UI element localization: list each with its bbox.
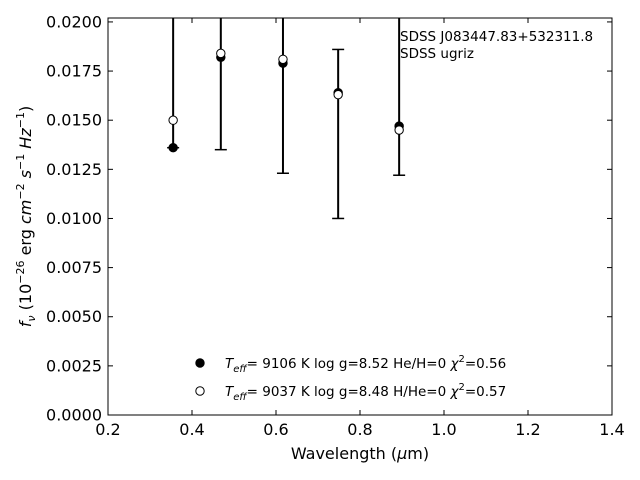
legend-label: Teff= 9037 K log g=8.48 H/He=0 χ2=0.57 [225,382,506,403]
legend-marker [195,358,205,368]
y-tick-label: 0.0150 [46,111,102,130]
annotation-1: SDSS ugriz [400,46,474,62]
y-tick-label: 0.0025 [46,356,102,375]
open-point [394,125,404,135]
x-tick-label: 1.4 [599,420,624,439]
y-tick-label: 0.0000 [46,406,102,425]
annotation-0: SDSS J083447.83+532311.8 [400,29,593,45]
filled-point [168,143,178,153]
y-tick-label: 0.0100 [46,209,102,228]
data-group [167,18,406,220]
y-tick-label: 0.0075 [46,258,102,277]
y-tick-label: 0.0200 [46,12,102,31]
y-axis-label: fν (10−26 erg cm−2 s−1 Hz−1) [14,106,38,327]
open-point [216,48,226,59]
x-tick-label: 0.4 [179,420,204,439]
open-point [168,115,178,125]
legend-marker [195,386,205,396]
x-tick-label: 0.6 [263,420,288,439]
x-tick-label: 0.8 [347,420,372,439]
y-tick-label: 0.0125 [46,160,102,179]
open-point [333,89,343,100]
legend-label: Teff= 9106 K log g=8.52 He/H=0 χ2=0.56 [225,354,506,375]
y-tick-label: 0.0175 [46,62,102,81]
x-axis-label: Wavelength (μm) [291,444,429,463]
open-point [278,54,288,64]
x-tick-label: 1.0 [431,420,456,439]
y-tick-label: 0.0050 [46,307,102,326]
x-tick-label: 0.2 [95,420,120,439]
x-tick-label: 1.2 [515,420,540,439]
